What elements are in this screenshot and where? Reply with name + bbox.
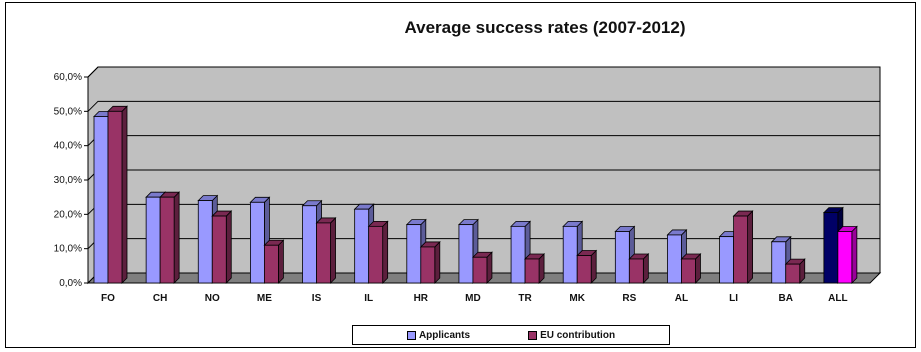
bar-il-eu-contribution	[367, 220, 389, 284]
bar-front	[562, 225, 578, 284]
legend-swatch-applicants	[406, 330, 416, 340]
bar-side	[121, 105, 128, 284]
y-axis: 0,0% 10,0% 20,0% 30,0% 40,0% 50,0% 60,0%	[54, 72, 89, 289]
bar-front	[628, 258, 644, 284]
bar-front	[472, 256, 488, 284]
bar-li-eu-contribution	[732, 210, 754, 284]
bar-side	[590, 249, 597, 284]
bar-front	[197, 200, 213, 284]
bar-front	[681, 258, 696, 284]
x-tick-label: FO	[101, 293, 115, 304]
chart-title: Average success rates (2007-2012)	[404, 18, 686, 37]
bar-hr-eu-contribution	[419, 240, 441, 284]
bar-all-eu-contribution	[836, 225, 858, 284]
bar-front	[211, 215, 227, 284]
x-tick-label: MD	[465, 293, 481, 304]
y-tick-label: 20,0%	[54, 209, 82, 220]
x-tick-label: LI	[729, 293, 738, 304]
bar-front	[614, 231, 630, 284]
gridline	[87, 100, 880, 112]
bar-front	[667, 234, 682, 284]
bar-me-eu-contribution	[263, 239, 285, 284]
bar-front	[823, 212, 839, 284]
legend-item-eu-contribution: EU contribution	[528, 330, 615, 341]
bar-front	[159, 196, 175, 284]
bar-front	[354, 208, 370, 284]
bar-front	[249, 201, 265, 284]
bar-tr-eu-contribution	[524, 253, 546, 284]
bar-side	[747, 210, 753, 284]
bar-side	[225, 210, 232, 284]
bar-front	[316, 222, 331, 284]
x-tick-label: RS	[622, 293, 636, 304]
bar-front	[302, 205, 317, 284]
bar-front	[458, 224, 474, 284]
legend-item-applicants: Applicants	[406, 329, 471, 341]
bar-front	[368, 225, 384, 284]
bar-is-eu-contribution	[315, 216, 337, 284]
x-tick-label: ALL	[828, 293, 847, 304]
bar-front	[93, 116, 109, 284]
legend-swatch-eu-contribution	[528, 330, 538, 340]
x-axis: FO CH NO ME IS IL HR MD TR MK RS AL LI BA ALL	[101, 293, 848, 304]
x-tick-label: CH	[153, 293, 167, 304]
bar-side	[173, 191, 180, 284]
bar-ch-eu-contribution	[159, 191, 181, 284]
x-tick-label: MK	[569, 293, 585, 304]
bar-front	[785, 263, 801, 284]
bar-side	[434, 240, 441, 284]
bar-front	[524, 258, 540, 284]
bar-front	[510, 225, 526, 284]
x-tick-label: TR	[518, 293, 532, 304]
bar-front	[420, 246, 436, 284]
bar-rs-eu-contribution	[628, 253, 650, 284]
x-tick-label: IS	[312, 293, 322, 304]
bar-al-eu-contribution	[680, 253, 702, 284]
bar-front	[107, 110, 123, 284]
bar-side	[277, 239, 284, 284]
bar-front	[771, 241, 787, 284]
legend: Applicants EU contribution	[352, 325, 670, 345]
bar-no-eu-contribution	[211, 210, 233, 284]
y-tick-label: 40,0%	[54, 141, 82, 152]
x-tick-label: AL	[675, 293, 688, 304]
bar-md-applicants	[457, 218, 479, 284]
bars	[93, 105, 858, 284]
bar-front	[837, 231, 853, 284]
bar-front	[406, 224, 422, 284]
bar-md-eu-contribution	[471, 251, 493, 284]
bar-front	[733, 215, 748, 284]
legend-label-applicants: Applicants	[418, 329, 471, 341]
legend-label-eu-contribution: EU contribution	[540, 329, 616, 341]
bar-front	[576, 255, 592, 284]
bar-side	[330, 216, 336, 284]
x-tick-label: HR	[414, 293, 429, 304]
gridline	[87, 66, 880, 78]
x-tick-label: IL	[364, 293, 373, 304]
x-tick-label: ME	[257, 293, 272, 304]
y-tick-label: 0,0%	[59, 278, 82, 289]
bar-front	[719, 236, 734, 284]
bar-side	[382, 220, 389, 284]
bar-fo-eu-contribution	[107, 105, 128, 284]
bar-front	[145, 196, 161, 284]
x-tick-label: NO	[205, 293, 220, 304]
y-tick-label: 10,0%	[54, 244, 82, 255]
bar-side	[851, 225, 858, 284]
y-tick-label: 60,0%	[54, 72, 82, 83]
x-tick-label: BA	[779, 293, 793, 304]
bar-ba-eu-contribution	[784, 258, 806, 284]
bar-mk-eu-contribution	[576, 249, 598, 284]
y-tick-label: 30,0%	[54, 175, 82, 186]
bar-front	[263, 244, 279, 284]
y-tick-label: 50,0%	[54, 106, 82, 117]
